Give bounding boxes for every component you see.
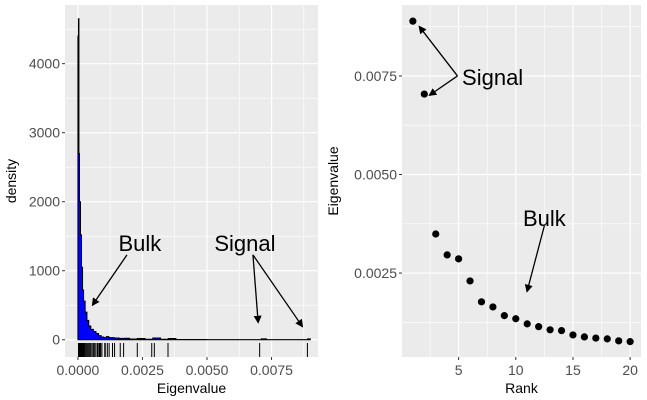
y-tick-label: 0	[52, 332, 60, 348]
plot-background	[402, 5, 641, 357]
x-axis-title: Rank	[505, 380, 539, 396]
y-tick-label: 3000	[29, 125, 60, 141]
data-point	[455, 255, 463, 263]
x-tick-label: 20	[622, 362, 638, 378]
data-point	[512, 315, 520, 323]
annotation-label: Signal	[462, 65, 523, 90]
plot-background	[65, 5, 318, 357]
y-tick-label: 0.0025	[354, 265, 397, 281]
data-point	[523, 320, 531, 328]
data-point	[580, 333, 588, 341]
data-point	[603, 335, 611, 343]
data-point	[592, 334, 600, 342]
y-axis-title: density	[3, 159, 19, 203]
y-tick-label: 1000	[29, 263, 60, 279]
x-tick-label: 5	[455, 362, 463, 378]
y-tick-label: 2000	[29, 194, 60, 210]
data-point	[615, 337, 623, 345]
x-axis-title: Eigenvalue	[157, 380, 226, 396]
x-tick-label: 0.0075	[250, 362, 293, 378]
x-tick-label: 15	[565, 362, 581, 378]
rank-panel: 5 10 15 20 0.0025 0.0050 0.0075 Rank Eigenvalue S…	[325, 5, 641, 396]
y-axis-title: Eigenvalue	[325, 146, 341, 215]
annotation-label: Bulk	[523, 206, 567, 231]
annotation-arrow	[428, 75, 458, 97]
annotation-arrow	[418, 25, 458, 77]
x-tick-label: 0.0000	[56, 362, 99, 378]
annotation-arrow	[91, 254, 128, 307]
annotation-arrow	[252, 254, 262, 324]
data-point	[626, 338, 634, 346]
x-tick-label: 0.0050	[186, 362, 229, 378]
data-point	[557, 326, 566, 335]
data-point	[420, 90, 428, 98]
data-point	[569, 331, 577, 339]
annotation-arrow	[524, 225, 545, 293]
y-tick-label: 4000	[29, 56, 60, 72]
density-area	[77, 18, 311, 341]
annotation-arrow	[252, 254, 304, 328]
density-panel: 0.0000 0.0025 0.0050 0.0075 0 1000 2000 3000 400…	[3, 5, 318, 396]
data-point	[432, 230, 440, 238]
data-point	[489, 303, 497, 311]
data-point	[546, 326, 554, 334]
y-tick-label: 0.0075	[354, 68, 397, 84]
x-tick-label: 0.0025	[121, 362, 164, 378]
annotation-label: Signal	[214, 231, 275, 256]
data-point	[500, 312, 508, 320]
y-tick-label: 0.0050	[354, 166, 397, 182]
annotation-label: Bulk	[118, 231, 162, 256]
data-point	[409, 17, 417, 25]
data-point	[466, 277, 474, 285]
data-point	[443, 251, 451, 259]
data-point	[535, 323, 543, 331]
x-tick-label: 10	[508, 362, 524, 378]
data-point	[477, 298, 486, 306]
